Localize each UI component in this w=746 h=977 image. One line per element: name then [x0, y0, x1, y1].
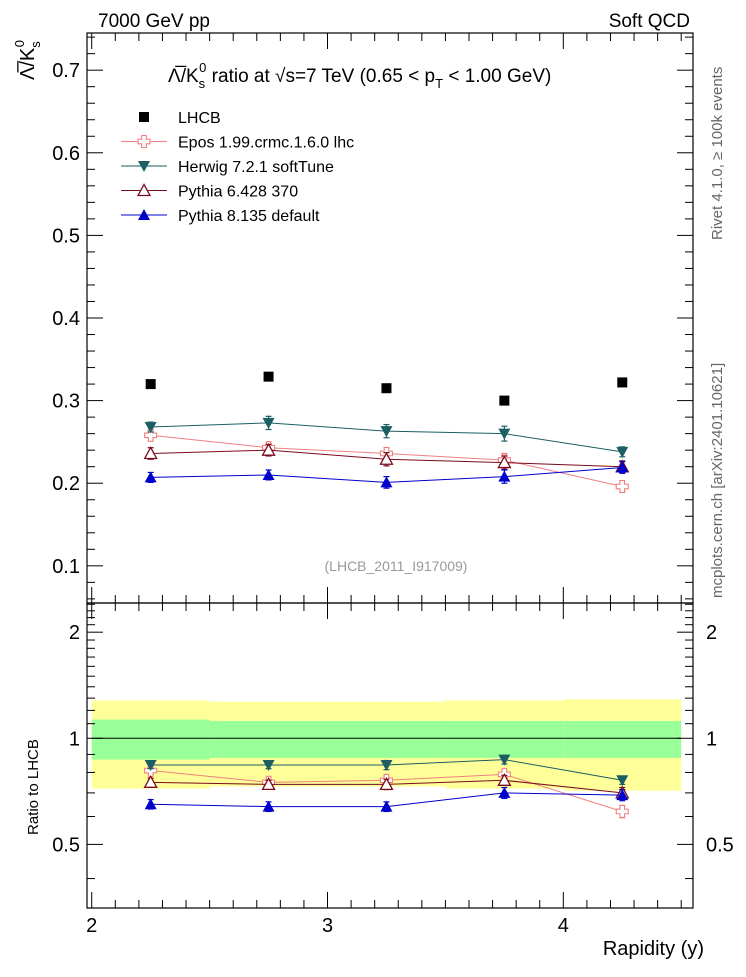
- ratio-point-Herwig: [262, 759, 275, 771]
- point-Herwig: [144, 422, 157, 434]
- ratio-tick-label-right: 0.5: [706, 834, 734, 856]
- ratio-point-Pythia6: [143, 774, 158, 788]
- point-LHCB: [499, 395, 510, 406]
- point-Herwig: [616, 446, 629, 458]
- y-tick-label: 0.6: [52, 143, 80, 165]
- ratio-tick-label-right: 2: [706, 622, 717, 644]
- y-axis-label-lead: Λ̅/K: [16, 47, 39, 80]
- rivet-label: Rivet 4.1.0, ≥ 100k events: [709, 67, 726, 240]
- ratio-point-Pythia8: [380, 800, 393, 812]
- point-Herwig: [498, 428, 511, 440]
- y-tick-label: 0.5: [52, 225, 80, 247]
- ratio-point-Herwig: [380, 759, 393, 771]
- point-Pythia8: [616, 461, 629, 473]
- y-tick-label: 0.3: [52, 391, 80, 413]
- legend-label-Herwig: Herwig 7.2.1 softTune: [178, 159, 334, 176]
- point-Pythia8: [498, 470, 511, 482]
- legend-label-Pythia6: Pythia 6.428 370: [178, 184, 298, 201]
- legend-marker-Pythia8: [138, 209, 150, 220]
- legend: LHCB Epos 1.99.crmc.1.6.0 lhc Herwig 7.2.1…: [121, 110, 354, 225]
- point-LHCB: [145, 379, 156, 390]
- ratio-band-inner: [445, 720, 564, 758]
- legend-label-Epos: Epos 1.99.crmc.1.6.0 lhc: [178, 135, 354, 152]
- chart-title: Λ̅/Ks0 ratio at √s=7 TeV (0.65 < pT < 1.…: [168, 60, 551, 91]
- legend-marker-LHCB: [139, 112, 149, 122]
- ratio-tick-label-left: 1: [69, 728, 80, 750]
- title-lead: Λ̅/K: [168, 66, 199, 87]
- series-Herwig: [144, 415, 629, 458]
- ratio-point-Pythia8: [262, 800, 275, 812]
- y-axis-label-sub: s: [28, 41, 43, 48]
- ratio-point-Pythia8: [498, 786, 511, 798]
- ratio-point-Herwig: [498, 754, 511, 766]
- title-sub: s: [199, 76, 206, 91]
- title-mid: ratio at √s=7 TeV (0.65 < p: [206, 66, 435, 87]
- ratio-point-Pythia6: [261, 777, 276, 791]
- x-tick-label: 4: [558, 915, 569, 937]
- point-LHCB: [617, 377, 628, 388]
- x-tick-label: 2: [86, 915, 97, 937]
- legend-marker-Herwig: [138, 161, 150, 172]
- ratio-band-inner: [209, 720, 328, 758]
- series-LHCB: [145, 371, 628, 406]
- watermark: (LHCB_2011_I917009): [325, 558, 468, 574]
- point-LHCB: [381, 383, 392, 394]
- point-Pythia8: [262, 468, 275, 480]
- ratio-series-Pythia8: [144, 786, 629, 813]
- point-Herwig: [262, 417, 275, 429]
- ratio-tick-label-left: 0.5: [52, 834, 80, 856]
- x-tick-label: 3: [322, 915, 333, 937]
- ratio-point-Herwig: [144, 759, 157, 771]
- ratio-point-Pythia6: [497, 772, 512, 786]
- ratio-point-Pythia8: [144, 798, 157, 810]
- ratio-y-axis-label: Ratio to LHCB: [25, 739, 42, 835]
- point-Pythia6: [143, 446, 158, 460]
- y-tick-label: 0.7: [52, 60, 80, 82]
- ratio-plot: 0.5 0.5 1 1 2 2: [52, 602, 734, 909]
- ratio-frame: [86, 602, 694, 909]
- ratio-point-Pythia8: [616, 789, 629, 801]
- point-Pythia6: [497, 455, 512, 469]
- point-Pythia6: [379, 451, 394, 465]
- series-Pythia8: [144, 461, 629, 489]
- point-Epos: [615, 479, 629, 494]
- mcplots-label: mcplots.cern.ch [arXiv:2401.10621]: [709, 363, 726, 598]
- title-tail: < 1.00 GeV): [443, 66, 551, 87]
- ratio-series-Herwig: [144, 754, 629, 787]
- x-axis-label: Rapidity (y): [603, 938, 704, 960]
- y-tick-label: 0.4: [52, 308, 80, 330]
- ratio-tick-label-right: 1: [706, 728, 717, 750]
- ratio-point-Herwig: [616, 775, 629, 787]
- legend-label-LHCB: LHCB: [178, 110, 221, 127]
- ratio-band-inner: [327, 720, 446, 758]
- point-Herwig: [380, 426, 393, 438]
- legend-marker-Pythia6: [136, 183, 152, 197]
- point-LHCB: [263, 371, 274, 382]
- legend-marker-Epos: [137, 134, 151, 149]
- y-axis-label-sup: 0: [12, 40, 27, 47]
- y-tick-label: 0.2: [52, 473, 80, 495]
- legend-label-Pythia8: Pythia 8.135 default: [178, 208, 320, 225]
- title-psub: T: [435, 76, 443, 91]
- header-left: 7000 GeV pp: [98, 11, 210, 32]
- point-Pythia8: [144, 471, 157, 483]
- header-right: Soft QCD: [609, 11, 690, 32]
- y-axis-label: Λ̅/Ks0: [12, 40, 43, 80]
- y-tick-label: 0.1: [52, 556, 80, 578]
- point-Pythia6: [261, 442, 276, 456]
- point-Epos: [144, 428, 158, 442]
- point-Pythia8: [380, 476, 393, 488]
- title-sup: 0: [199, 60, 206, 75]
- ratio-tick-label-left: 2: [69, 622, 80, 644]
- ratio-point-Epos: [615, 804, 629, 819]
- main-plot: 2 3 4 0.1 0.2 0.3 0.4 0.5 0.6 0.7: [52, 32, 694, 937]
- ratio-point-Pythia6: [379, 777, 394, 791]
- ratio-band-inner: [563, 720, 682, 758]
- ratio-band-inner: [91, 719, 210, 760]
